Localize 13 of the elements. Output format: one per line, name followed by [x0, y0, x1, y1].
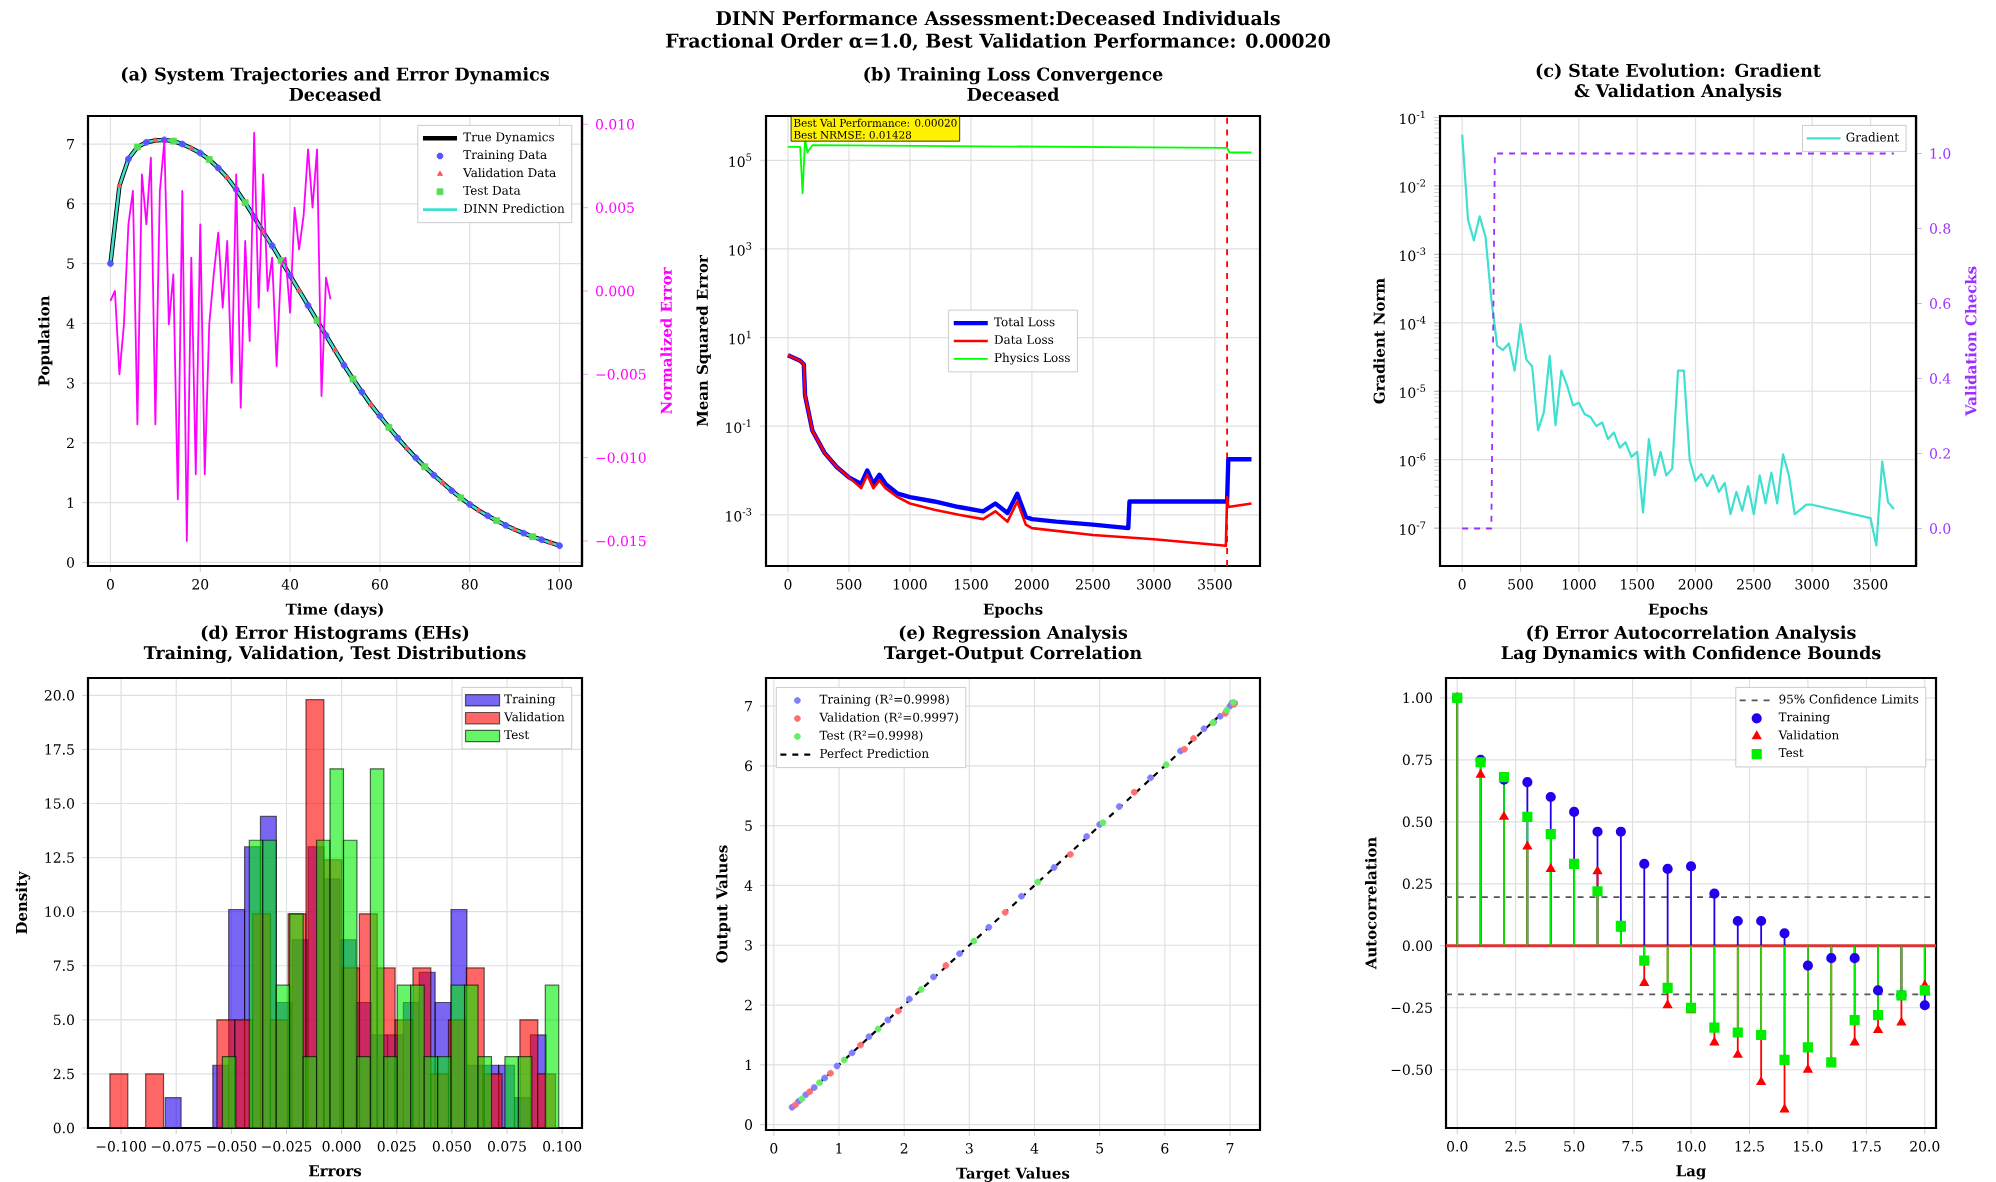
text: DINN Performance Assessment:Deceased Individuals — [716, 10, 1280, 26]
chart-subtitle: Deceased — [289, 87, 381, 101]
chart-title: (e) Regression Analysis — [899, 625, 1128, 643]
chart-title: (c) State Evolution: Gradient & Validation Analysis — [1536, 63, 1821, 102]
chart-subtitle: Training, Validation, Test Distributions — [143, 645, 526, 664]
text: Fractional Order α=1.0, Best Validation Performance: 0.00020 — [666, 33, 1330, 51]
chart-subtitle: Deceased — [967, 87, 1059, 101]
chart-title: (d) Error Histograms (EHs) — [201, 625, 469, 643]
chart-title: (f) Error Autocorrelation Analysis — [1527, 625, 1856, 643]
chart-title: (b) Training Loss Convergence — [864, 67, 1163, 85]
chart-subtitle: Target-Output Correlation — [884, 645, 1142, 664]
chart-title: (a) System Trajectories and Error Dynamics — [121, 67, 549, 85]
chart-subtitle: Lag Dynamics with Confidence Bounds — [1501, 645, 1881, 664]
